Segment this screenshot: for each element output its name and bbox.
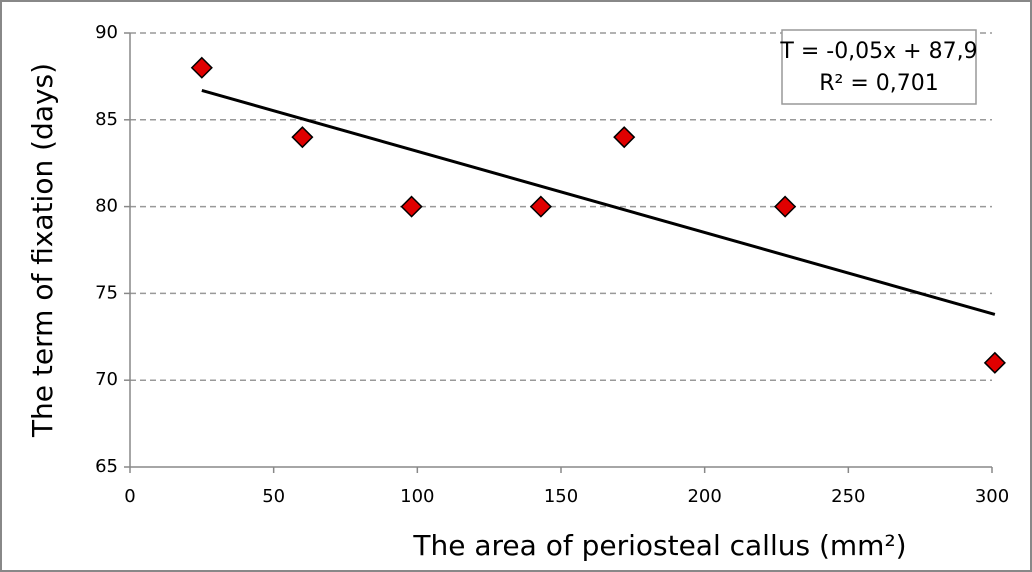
x-tick-label: 50 [262,486,285,507]
point [774,195,797,218]
annotation: T = -0,05x + 87,9 [779,39,977,64]
point [291,126,314,149]
x-axis-label: The area of periosteal callus (mm²) [412,529,906,562]
x-tick-label: 250 [831,486,865,507]
y-tick-label: 85 [95,109,118,130]
x-tick-label: 300 [975,486,1009,507]
point [529,195,552,218]
y-tick-label: 90 [95,22,118,43]
y-tick-label: 75 [95,282,118,303]
point [983,351,1006,374]
annotation-box [781,29,977,105]
annotation: R² = 0,701 [819,71,939,96]
x-tick-label: 200 [687,486,721,507]
x-tick-label: 150 [544,486,578,507]
point [613,126,636,149]
trendline [201,88,996,316]
y-tick-label: 80 [95,196,118,217]
y-tick-label: 70 [95,369,118,390]
point [190,56,213,79]
x-tick-label: 0 [124,486,135,507]
y-axis-label: The term of fixation (days) [26,63,59,438]
x-tick-label: 100 [400,486,434,507]
y-tick-label: 65 [95,456,118,477]
point [400,195,423,218]
